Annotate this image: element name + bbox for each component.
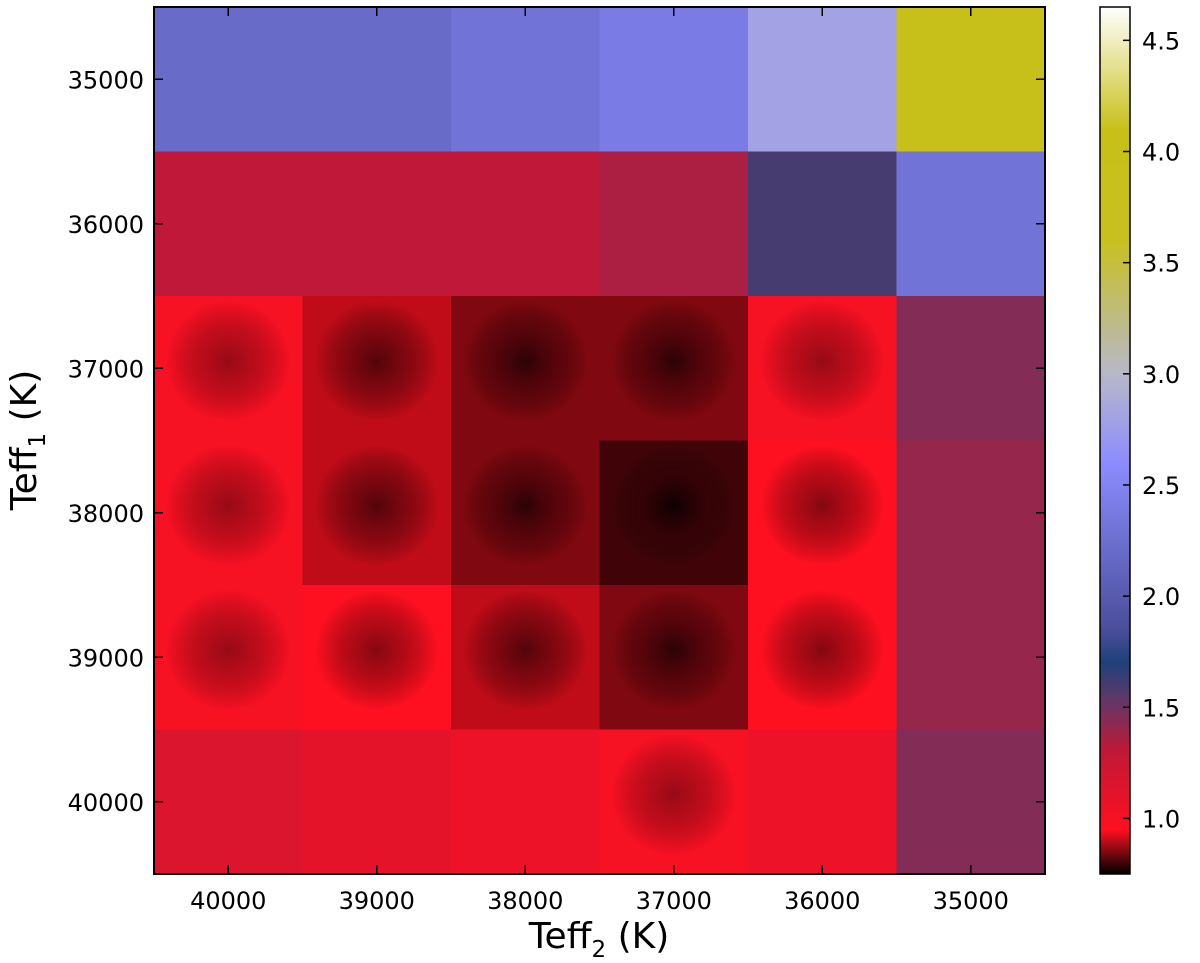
minimum-spot	[611, 300, 737, 422]
colorbar-tick-label: 4.0	[1142, 139, 1180, 167]
minimum-spot	[759, 444, 885, 567]
heatmap-cell	[896, 585, 1045, 731]
heatmap-cell	[599, 151, 749, 297]
minimum-spot	[314, 300, 440, 422]
plot-frame	[153, 6, 1046, 875]
heatmap-cell	[599, 7, 749, 153]
minimum-spot	[462, 300, 588, 422]
heatmap-cell	[896, 729, 1045, 874]
x-tick-label: 37000	[636, 887, 712, 915]
colorbar-tick-label: 3.0	[1142, 361, 1180, 389]
x-tick-label: 35000	[933, 887, 1009, 915]
heatmap-cell	[451, 729, 601, 874]
x-tick-label: 39000	[339, 887, 415, 915]
y-tick-label: 36000	[68, 211, 144, 239]
minimum-spot	[611, 444, 737, 567]
x-tick-label: 38000	[487, 887, 563, 915]
minimum-spot	[759, 300, 885, 422]
heatmap-cell	[896, 296, 1045, 442]
heatmap-cell	[896, 151, 1045, 297]
heatmap-cell	[154, 151, 304, 297]
heatmap-overlays	[165, 300, 885, 856]
heatmap-cell	[451, 151, 601, 297]
heatmap-cell	[154, 729, 304, 874]
colorbar-tick-label: 4.5	[1142, 27, 1180, 55]
y-axis-ticks: 35000 36000 37000 38000 39000 40000	[68, 66, 1045, 817]
colorbar-tick-label: 1.5	[1142, 694, 1180, 722]
heatmap-cell	[748, 151, 898, 297]
heatmap-cell	[748, 7, 898, 153]
heatmap-cell	[748, 729, 898, 874]
y-tick-label: 37000	[68, 355, 144, 383]
colorbar-ticks: 1.0 1.5 2.0 2.5 3.0 3.5 4.0 4.5	[1123, 27, 1180, 833]
y-tick-label: 39000	[68, 644, 144, 672]
y-tick-label: 40000	[68, 789, 144, 817]
heatmap-cell	[451, 7, 601, 153]
heatmap-cell	[302, 151, 452, 297]
minimum-spot	[462, 444, 588, 567]
minimum-spot	[314, 589, 440, 711]
minimum-spot	[759, 589, 885, 711]
colorbar-tick-label: 2.0	[1142, 583, 1180, 611]
heatmap-cell	[302, 7, 452, 153]
y-axis-label: Teff1 (K)	[4, 370, 51, 512]
colorbar-tick-label: 3.5	[1142, 250, 1180, 278]
colorbar-tick-label: 1.0	[1142, 805, 1180, 833]
heatmap-cell	[302, 729, 452, 874]
minimum-spot	[165, 589, 291, 711]
minimum-spot	[462, 589, 588, 711]
heatmap-cells	[154, 7, 1045, 874]
colorbar	[1099, 6, 1131, 875]
y-tick-label: 35000	[68, 66, 144, 94]
x-tick-label: 36000	[784, 887, 860, 915]
x-axis-ticks: 40000 39000 38000 37000 36000 35000	[190, 7, 1009, 915]
heatmap-cell	[154, 7, 304, 153]
minimum-spot	[314, 444, 440, 567]
minimum-spot	[611, 589, 737, 711]
heatmap-cell	[896, 440, 1045, 586]
minimum-spot	[165, 444, 291, 567]
heatmap-cell	[896, 7, 1045, 153]
minimum-spot	[611, 733, 737, 856]
colorbar-tick-label: 2.5	[1142, 472, 1180, 500]
x-axis-label: Teff2 (K)	[528, 916, 670, 963]
y-tick-label: 38000	[68, 500, 144, 528]
x-tick-label: 40000	[190, 887, 266, 915]
minimum-spot	[165, 300, 291, 422]
